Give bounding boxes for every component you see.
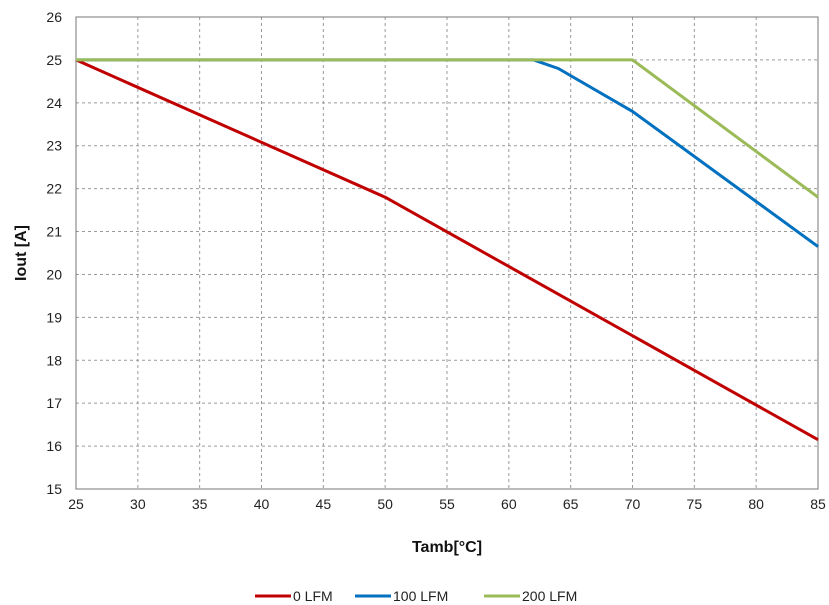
x-tick-label: 80 <box>748 496 764 512</box>
grid <box>75 16 819 490</box>
x-tick-label: 65 <box>563 496 579 512</box>
x-tick-label: 45 <box>316 496 332 512</box>
series-line-200-lfm <box>76 58 819 199</box>
legend: 0 LFM 100 LFM 200 LFM <box>255 588 577 604</box>
y-tick-label: 18 <box>46 352 62 368</box>
series-line-100-lfm <box>76 58 819 248</box>
y-tick-label: 21 <box>46 224 62 240</box>
x-tick-label: 60 <box>501 496 517 512</box>
x-tick-label: 55 <box>439 496 455 512</box>
x-tick-label: 75 <box>687 496 703 512</box>
legend-label: 100 LFM <box>393 588 448 604</box>
x-tick-label: 25 <box>68 496 84 512</box>
y-axis-ticks: 15 16 17 18 19 20 21 22 23 24 25 26 <box>46 9 62 497</box>
x-tick-label: 30 <box>130 496 146 512</box>
y-tick-label: 22 <box>46 181 62 197</box>
series-line-0-lfm <box>75 58 819 441</box>
y-tick-label: 23 <box>46 138 62 154</box>
x-tick-label: 70 <box>625 496 641 512</box>
y-tick-label: 19 <box>46 309 62 325</box>
legend-label: 0 LFM <box>293 588 333 604</box>
y-tick-label: 16 <box>46 438 62 454</box>
x-tick-label: 40 <box>254 496 270 512</box>
series-layer <box>75 58 819 441</box>
plot-frame <box>75 16 819 490</box>
x-tick-label: 35 <box>192 496 208 512</box>
x-axis-title: Tamb[°C] <box>412 539 482 556</box>
y-tick-label: 15 <box>46 481 62 497</box>
y-axis-title: Iout [A] <box>13 225 30 281</box>
x-axis-ticks: 25 30 35 40 45 50 55 60 65 70 75 80 85 <box>68 496 826 512</box>
legend-label: 200 LFM <box>522 588 577 604</box>
y-tick-label: 25 <box>46 52 62 68</box>
y-tick-label: 24 <box>46 95 62 111</box>
y-tick-label: 17 <box>46 395 62 411</box>
x-tick-label: 50 <box>377 496 393 512</box>
y-tick-label: 20 <box>46 266 62 282</box>
y-tick-label: 26 <box>46 9 62 25</box>
x-tick-label: 85 <box>810 496 826 512</box>
